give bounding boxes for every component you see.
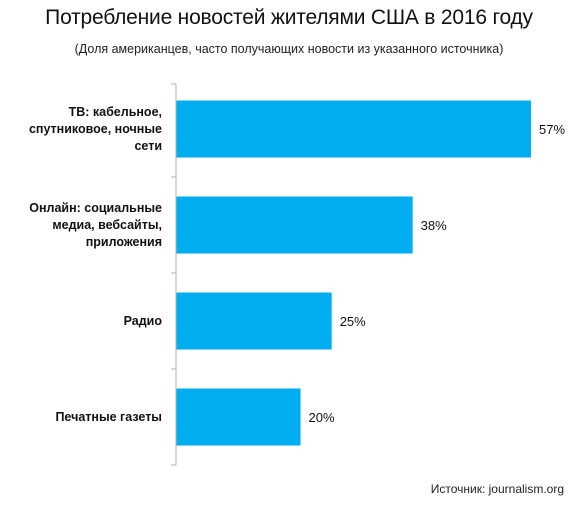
value-label-1: 38% bbox=[421, 218, 447, 233]
bar-3 bbox=[176, 388, 301, 446]
category-label-0: ТВ: кабельное, спутниковое, ночные сети bbox=[29, 105, 162, 153]
bars-layer: 57% ТВ: кабельное, спутниковое, ночные сети… bbox=[29, 100, 565, 446]
bar-2 bbox=[176, 292, 332, 350]
axis-layer bbox=[171, 83, 177, 466]
category-label-0-line-2: сети bbox=[134, 139, 162, 153]
value-label-0: 57% bbox=[539, 122, 565, 137]
category-label-2-line-0: Радио bbox=[124, 314, 163, 328]
bar-0 bbox=[176, 100, 531, 158]
category-label-1-line-0: Онлайн: социальные bbox=[29, 201, 162, 215]
category-label-0-line-1: спутниковое, ночные bbox=[29, 122, 162, 136]
value-label-3: 20% bbox=[309, 410, 335, 425]
category-label-0-line-0: ТВ: кабельное, bbox=[69, 105, 162, 119]
chart-subtitle: (Доля американцев, часто получающих ново… bbox=[74, 42, 504, 56]
bar-1 bbox=[176, 196, 413, 254]
category-label-3: Печатные газеты bbox=[55, 410, 162, 424]
category-label-2: Радио bbox=[124, 314, 163, 328]
category-label-1-line-2: приложения bbox=[86, 235, 162, 249]
value-label-2: 25% bbox=[340, 314, 366, 329]
source-note: Источник: journalism.org bbox=[430, 482, 564, 496]
category-label-1-line-1: медиа, вебсайты, bbox=[52, 218, 162, 232]
category-label-3-line-0: Печатные газеты bbox=[55, 410, 162, 424]
chart-title: Потребление новостей жителями США в 2016… bbox=[45, 6, 533, 29]
category-label-1: Онлайн: социальные медиа, вебсайты, прилож… bbox=[29, 201, 162, 249]
